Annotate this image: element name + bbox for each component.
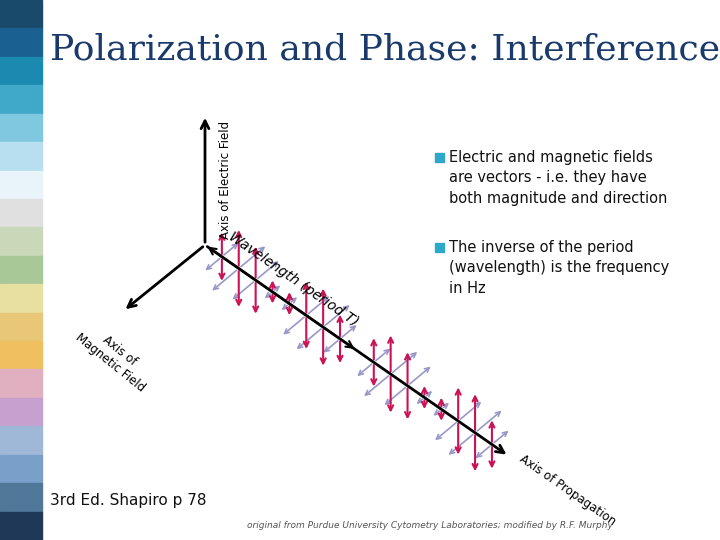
Bar [0,369,42,398]
Text: Axis of Propagation: Axis of Propagation [517,452,618,528]
Bar [0,341,42,369]
Bar [0,171,42,199]
Bar [0,284,42,313]
Text: Wavelength (period T): Wavelength (period T) [226,230,361,329]
Bar [0,455,42,483]
Bar [0,57,42,85]
Bar [435,153,444,162]
Text: Electric and magnetic fields
are vectors - i.e. they have
both magnitude and dir: Electric and magnetic fields are vectors… [449,150,667,206]
Bar [0,142,42,171]
Bar [435,243,444,252]
Bar [0,85,42,114]
Text: original from Purdue University Cytometry Laboratories; modified by R.F. Murphy: original from Purdue University Cytometr… [247,521,613,530]
Bar [0,0,42,29]
Bar [0,114,42,142]
Bar [0,511,42,540]
Bar [0,398,42,426]
Bar [0,29,42,57]
Text: 3rd Ed. Shapiro p 78: 3rd Ed. Shapiro p 78 [50,493,207,508]
Text: The inverse of the period
(wavelength) is the frequency
in Hz: The inverse of the period (wavelength) i… [449,240,670,296]
Bar [0,313,42,341]
Bar [0,199,42,227]
Bar [0,256,42,284]
Text: Axis of
Magnetic Field: Axis of Magnetic Field [73,319,157,394]
Text: Axis of Electric Field: Axis of Electric Field [219,121,232,239]
Bar [0,483,42,511]
Bar [0,227,42,256]
Bar [0,426,42,455]
Text: Polarization and Phase: Interference: Polarization and Phase: Interference [50,32,720,66]
